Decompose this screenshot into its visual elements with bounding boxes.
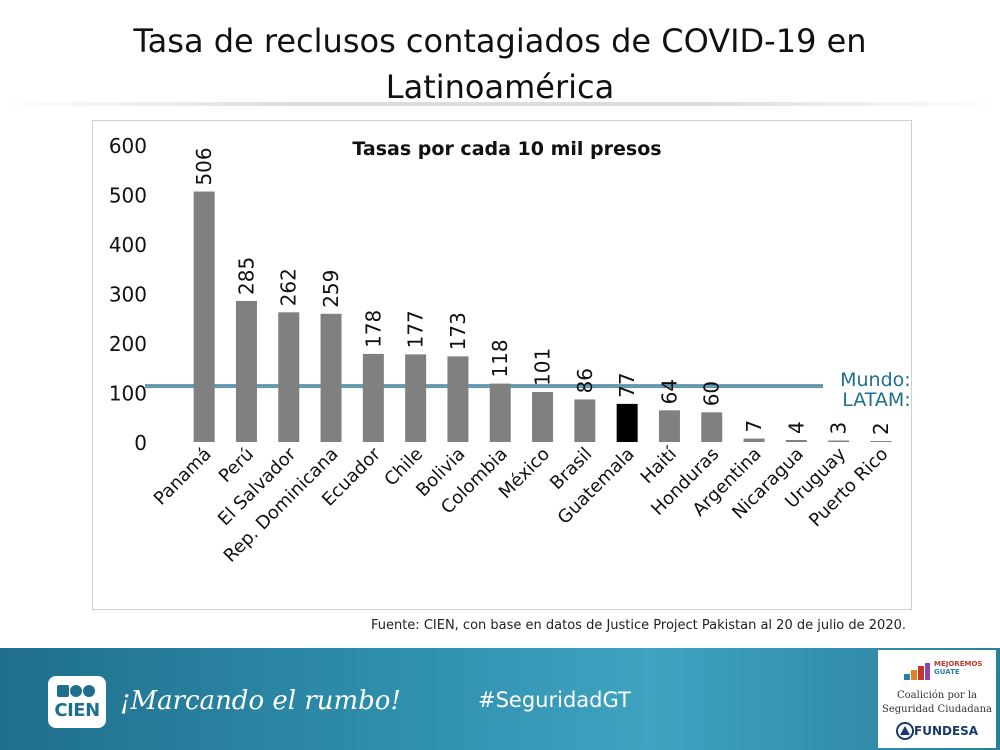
bar bbox=[489, 383, 511, 442]
mejoremos-guate-icon bbox=[904, 663, 930, 680]
data-label: 101 bbox=[531, 348, 555, 386]
footer-hashtag: #SeguridadGT bbox=[478, 688, 631, 712]
title-divider bbox=[0, 102, 1000, 106]
data-label: 262 bbox=[277, 268, 301, 306]
bar bbox=[320, 313, 342, 442]
x-tick-label: Panamá bbox=[150, 444, 216, 510]
data-label: 173 bbox=[446, 312, 470, 350]
bar bbox=[278, 312, 300, 442]
bar bbox=[828, 440, 850, 442]
y-tick-label: 0 bbox=[134, 431, 147, 455]
partner-top-1: MEJOREMOS bbox=[934, 660, 983, 668]
bar bbox=[574, 399, 596, 442]
data-label: 60 bbox=[700, 381, 724, 406]
fundesa-text: FUNDESA bbox=[914, 724, 979, 738]
bar bbox=[235, 300, 257, 442]
partner-line-1: Coalición por la bbox=[896, 690, 977, 701]
fundesa-icon bbox=[896, 722, 914, 740]
chart-frame: Tasas por cada 10 mil presos 0 100 200 300 40… bbox=[92, 120, 912, 610]
data-label: 77 bbox=[615, 372, 639, 397]
data-label: 118 bbox=[488, 339, 512, 377]
y-tick-label: 300 bbox=[109, 283, 147, 307]
page-title-line-1: Tasa de reclusos contagiados de COVID-19… bbox=[133, 22, 867, 60]
reference-line-label: Mundo: 115 bbox=[840, 369, 911, 391]
cien-logo-dots-icon bbox=[57, 684, 99, 698]
cien-logo-text: CIEN bbox=[54, 700, 100, 721]
footer-band: CIEN ¡Marcando el rumbo! #SeguridadGT ME… bbox=[0, 648, 1000, 750]
cien-logo: CIEN bbox=[48, 676, 106, 728]
footer-slogan: ¡Marcando el rumbo! bbox=[120, 686, 401, 716]
bar bbox=[532, 392, 554, 442]
partner-top-2: GUATE bbox=[934, 668, 960, 676]
page-title: Tasa de reclusos contagiados de COVID-19… bbox=[0, 18, 1000, 110]
bar bbox=[616, 403, 638, 442]
y-tick-label: 400 bbox=[109, 233, 147, 257]
mejoremos-guate-text: MEJOREMOS GUATE bbox=[934, 660, 982, 676]
y-tick-label: 500 bbox=[109, 184, 147, 208]
reference-line-label: LATAM: 111 bbox=[842, 389, 911, 411]
data-label: 506 bbox=[192, 147, 216, 185]
data-label: 285 bbox=[234, 257, 258, 295]
partner-line-2: Seguridad Ciudadana bbox=[882, 704, 992, 715]
bar bbox=[447, 356, 469, 442]
bar bbox=[658, 410, 680, 442]
partner-logo: MEJOREMOS GUATE Coalición por la Segurid… bbox=[878, 650, 996, 748]
bar bbox=[701, 412, 723, 442]
chart-title: Tasas por cada 10 mil presos bbox=[352, 138, 661, 160]
data-label: 177 bbox=[404, 310, 428, 348]
bar bbox=[870, 441, 892, 443]
bar bbox=[193, 191, 215, 442]
data-label: 3 bbox=[827, 422, 851, 435]
data-label: 86 bbox=[573, 368, 597, 393]
y-tick-label: 600 bbox=[109, 134, 147, 158]
data-label: 7 bbox=[742, 420, 766, 433]
page-title-line-2: Latinoamérica bbox=[385, 68, 615, 106]
data-label: 4 bbox=[784, 421, 808, 434]
source-note: Fuente: CIEN, con base en datos de Justi… bbox=[370, 618, 906, 633]
bar bbox=[743, 438, 765, 442]
bar bbox=[405, 354, 427, 442]
y-tick-label: 100 bbox=[109, 382, 147, 406]
y-tick-label: 200 bbox=[109, 332, 147, 356]
data-label: 259 bbox=[319, 270, 343, 308]
data-label: 178 bbox=[361, 310, 385, 348]
bar bbox=[785, 440, 807, 442]
bar bbox=[362, 353, 384, 442]
bar-chart: Tasas por cada 10 mil presos 0 100 200 300 40… bbox=[109, 134, 911, 567]
data-label: 2 bbox=[869, 422, 893, 435]
data-label: 64 bbox=[657, 379, 681, 404]
